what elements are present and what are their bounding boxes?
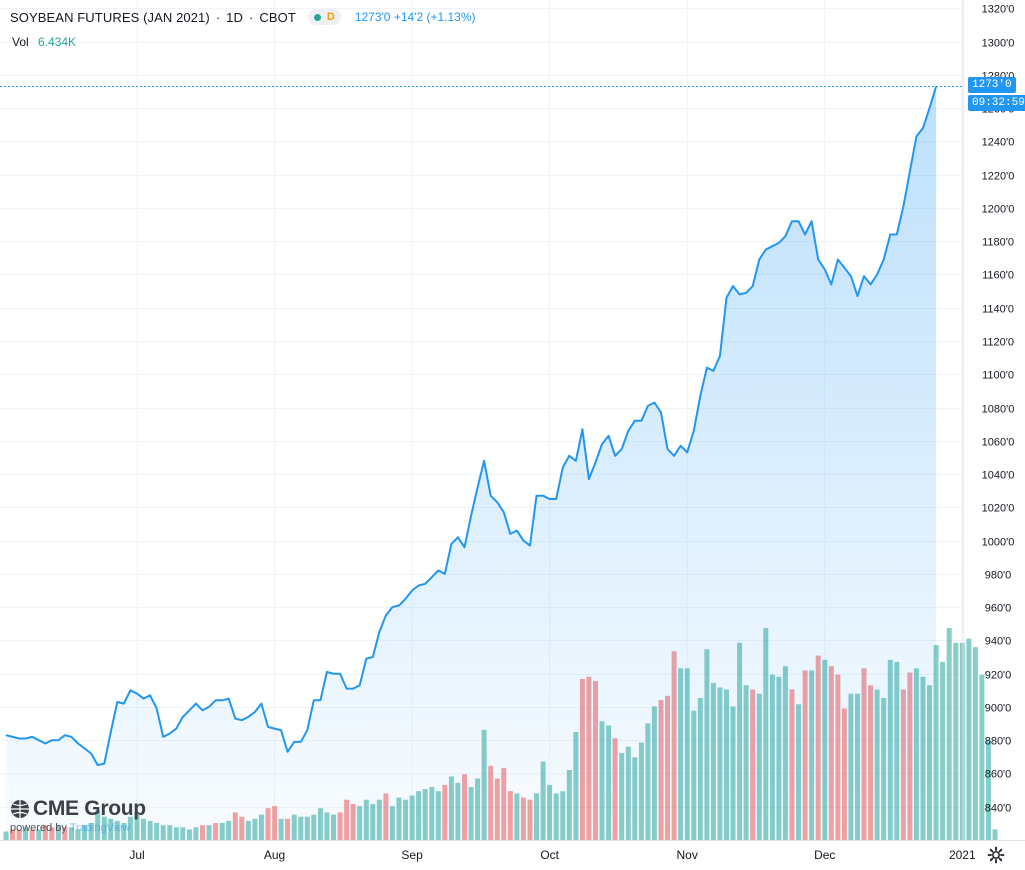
price-tick-label: 860'0 [985,769,1012,781]
volume-legend: Vol 6.434K [12,35,76,49]
settings-gear-icon[interactable] [986,845,1006,865]
header-separator: · [215,9,221,25]
market-open-dot-icon [313,13,321,21]
price-tick-label: 1220'0 [982,171,1015,183]
price-tick-label: 1100'0 [982,370,1014,382]
price-change-value: +14'2 (+1.13%) [393,10,476,24]
volume-bar [946,628,952,840]
time-tick-label: Aug [264,848,285,862]
delayed-data-flag: D [326,11,335,23]
price-tick-label: 1320'0 [982,4,1015,16]
price-tick-label: 1120'0 [982,337,1014,349]
volume-bar [992,829,998,840]
interval-label[interactable]: 1D [226,9,243,25]
price-tick-label: 960'0 [985,603,1012,615]
price-tick-label: 1080'0 [982,404,1015,416]
last-price-badge: 1273'0 [968,77,1016,93]
exchange-label: CBOT [259,9,296,25]
price-tick-label: 920'0 [985,670,1012,682]
countdown-badge: 09:32:59 [968,95,1025,111]
time-tick-label: Sep [401,848,423,862]
price-tick-label: 1000'0 [982,537,1015,549]
volume-bar [953,642,959,840]
volume-bar [979,674,985,840]
price-tick-label: 1180'0 [982,237,1014,249]
symbol-title[interactable]: SOYBEAN FUTURES (JAN 2021) [10,9,210,25]
logo-brand-text: CME Group [33,797,146,820]
price-tick-label: 1040'0 [982,470,1015,482]
price-area-fill [6,86,937,840]
price-tick-label: 940'0 [985,636,1012,648]
volume-label: Vol [12,35,29,49]
volume-bar [940,661,946,840]
volume-bar [972,647,978,840]
tradingview-brand-text: TradingView [69,822,131,834]
powered-by-text: powered by [10,822,67,834]
price-tick-label: 1300'0 [982,38,1015,50]
time-tick-label: Dec [814,848,835,862]
volume-bar [959,642,965,840]
time-tick-label: Nov [677,848,698,862]
time-tick-label: Oct [540,848,559,862]
chart-legend-header: SOYBEAN FUTURES (JAN 2021) · 1D · CBOT D… [10,9,476,25]
price-tick-label: 1200'0 [982,204,1015,216]
time-tick-label: 2021 [949,848,976,862]
price-tick-label: 840'0 [985,803,1012,815]
price-tick-label: 880'0 [985,736,1012,748]
price-tick-label: 1140'0 [982,304,1014,316]
last-price-value: 1273'0 [354,10,391,24]
price-line [5,86,938,767]
price-tick-label: 1240'0 [982,137,1015,149]
price-tick-label: 1020'0 [982,503,1015,515]
market-status-pill[interactable]: D [307,9,341,25]
price-tick-label: 1160'0 [982,270,1014,282]
price-axis[interactable]: 840'0 860'0 880'0 900'0 920'0 940'0 960'0 980'0… [982,4,1015,815]
price-tick-label: 900'0 [985,703,1012,715]
volume-value: 6.434K [38,35,77,49]
cme-globe-icon [11,800,29,818]
price-tick-label: 1060'0 [982,437,1015,449]
header-separator: · [249,9,254,25]
volume-bar [986,740,991,840]
volume-bar [966,638,972,840]
time-axis[interactable]: Jul Aug Sep Oct Nov Dec 2021 [129,848,976,862]
cme-group-logo[interactable]: CME Group powered by TradingView [10,797,146,834]
price-tick-label: 980'0 [985,570,1012,582]
last-price-quote: 1273'0 +14'2 (+1.13%) [355,10,476,24]
time-tick-label: Jul [129,848,144,862]
